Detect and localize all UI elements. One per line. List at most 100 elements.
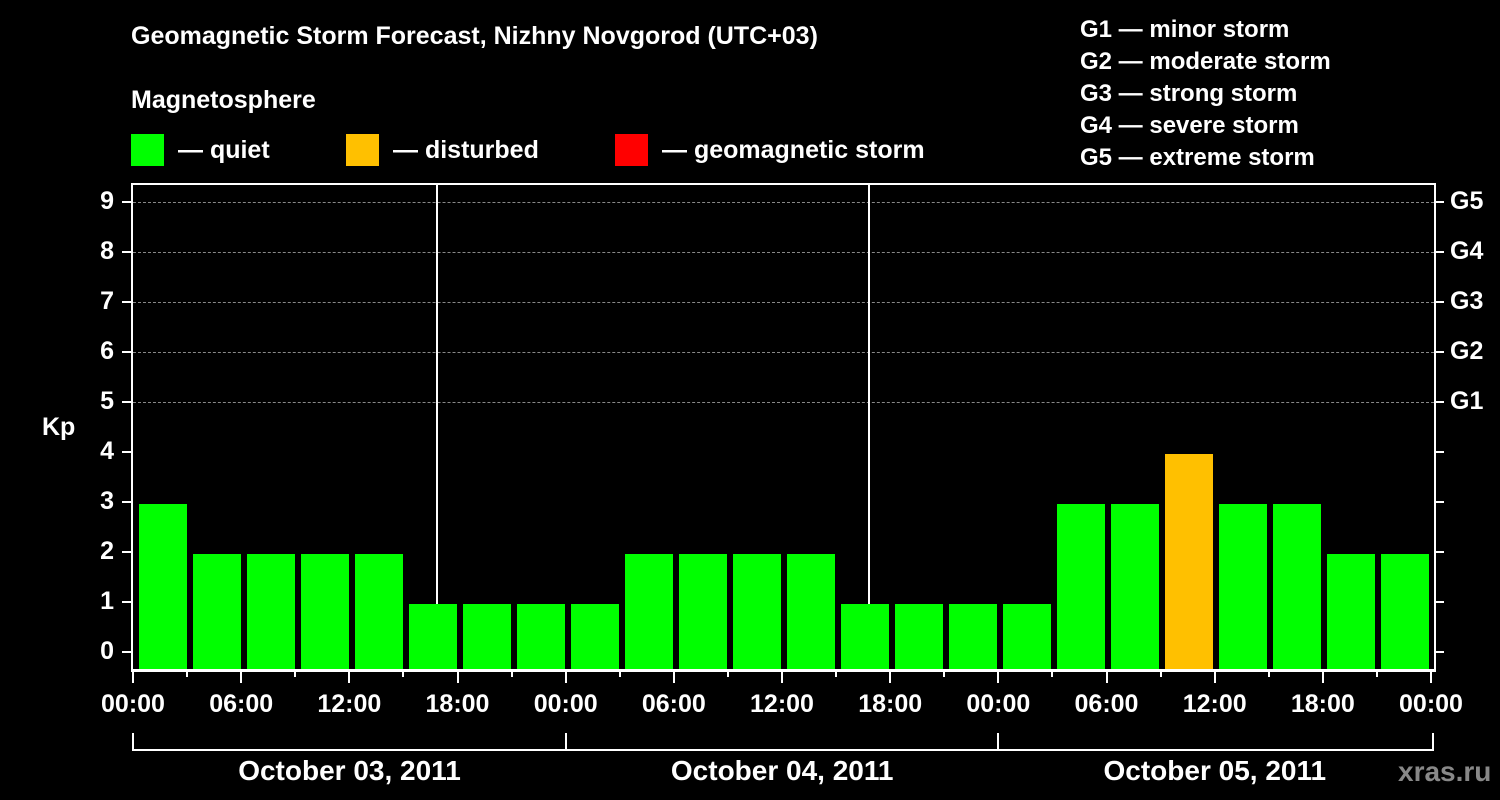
g-legend-g2: G2 — moderate storm <box>1080 48 1331 75</box>
y-tick-label: 6 <box>100 337 114 365</box>
y-tick-right <box>1434 401 1444 403</box>
kp-bar <box>571 604 619 669</box>
kp-bar <box>1219 504 1267 669</box>
y-tick-label: 3 <box>100 487 114 515</box>
y-axis-label: Kp <box>42 413 76 441</box>
date-bracket <box>564 733 1000 751</box>
x-tick-major <box>672 669 675 683</box>
kp-bar <box>679 554 727 669</box>
kp-bar <box>463 604 511 669</box>
x-tick-minor <box>294 669 297 677</box>
x-tick-label: 12:00 <box>750 690 814 718</box>
plot-area <box>131 183 1436 672</box>
x-tick-label: 06:00 <box>1074 690 1139 718</box>
kp-bar <box>625 554 673 669</box>
gridline-kp-6 <box>133 352 1434 353</box>
x-tick-major <box>564 669 567 683</box>
y-tick-label: 8 <box>100 237 114 265</box>
date-bracket <box>997 733 1434 751</box>
x-tick-major <box>781 669 783 683</box>
kp-bar <box>409 604 457 669</box>
y-tick-right <box>1434 501 1444 503</box>
kp-bar <box>1111 504 1159 669</box>
legend-quiet: — quiet <box>131 134 270 166</box>
kp-bar <box>301 554 349 669</box>
date-bracket <box>132 733 567 751</box>
day-divider <box>436 185 438 669</box>
x-tick-minor <box>943 669 946 677</box>
legend-swatch-disturbed <box>346 134 379 166</box>
x-tick-label: 12:00 <box>317 690 382 718</box>
legend-storm: — geomagnetic storm <box>615 134 925 166</box>
kp-bar <box>1165 454 1213 669</box>
x-tick-label: 18:00 <box>858 690 923 718</box>
date-label: October 05, 2011 <box>1103 755 1327 786</box>
x-tick-minor <box>402 669 405 677</box>
x-tick-major <box>1321 669 1324 683</box>
x-tick-minor <box>186 669 189 677</box>
x-tick-minor <box>1051 669 1054 677</box>
legend-label-quiet: — quiet <box>178 135 270 164</box>
x-tick-major <box>240 669 243 683</box>
x-tick-major <box>1430 669 1432 683</box>
x-tick-minor <box>618 669 621 677</box>
kp-bar <box>733 554 781 669</box>
y-tick <box>122 551 132 553</box>
y-tick-right <box>1434 351 1444 353</box>
x-tick-minor <box>1159 669 1162 677</box>
x-tick-major <box>1105 669 1108 683</box>
x-tick-label: 18:00 <box>1290 690 1355 718</box>
kp-bar <box>1273 504 1321 669</box>
y-tick-label: 1 <box>100 587 114 615</box>
x-tick-label: 18:00 <box>425 690 490 718</box>
y-tick <box>122 351 132 353</box>
x-tick-label: 12:00 <box>1182 690 1247 718</box>
gridline-kp-7 <box>133 302 1434 303</box>
kp-bar <box>787 554 835 669</box>
x-tick-minor <box>1375 669 1378 677</box>
gridline-kp-9 <box>133 202 1434 203</box>
legend-swatch-storm <box>615 134 648 166</box>
x-tick-label: 00:00 <box>533 690 598 718</box>
x-tick-major <box>1213 669 1216 683</box>
x-tick-minor <box>510 669 513 677</box>
x-tick-label: 00:00 <box>966 690 1031 718</box>
x-tick-minor <box>1267 669 1270 677</box>
kp-bar <box>355 554 403 669</box>
y-tick-right <box>1434 551 1444 553</box>
y-tick <box>122 651 132 653</box>
g-scale-label: G4 <box>1450 237 1484 265</box>
x-tick-major <box>889 669 892 683</box>
g-scale-label: G5 <box>1450 187 1484 215</box>
y-tick-right <box>1434 251 1444 253</box>
y-tick-label: 4 <box>100 437 114 465</box>
legend-label-storm: — geomagnetic storm <box>662 135 925 164</box>
date-label: October 03, 2011 <box>238 755 461 786</box>
g-legend-g1: G1 — minor storm <box>1080 16 1290 43</box>
x-tick-label: 06:00 <box>209 690 274 718</box>
day-divider <box>868 185 870 669</box>
g-legend-g4: G4 — severe storm <box>1080 112 1299 139</box>
x-tick-major <box>456 669 459 683</box>
y-tick <box>122 201 132 203</box>
kp-bar <box>193 554 241 669</box>
y-tick <box>122 401 132 403</box>
kp-bar <box>247 554 295 669</box>
kp-bar <box>949 604 997 669</box>
g-legend-g5: G5 — extreme storm <box>1080 144 1315 171</box>
kp-bar <box>895 604 943 669</box>
y-tick-label: 9 <box>100 187 114 215</box>
g-scale-label: G2 <box>1450 337 1484 365</box>
x-tick-label: 00:00 <box>101 690 165 718</box>
date-label: October 04, 2011 <box>670 755 894 786</box>
legend-disturbed: — disturbed <box>346 134 539 166</box>
chart-subtitle: Magnetosphere <box>131 86 316 114</box>
legend-swatch-quiet <box>131 134 164 166</box>
y-tick-right <box>1434 601 1444 603</box>
kp-bar <box>841 604 889 669</box>
gridline-kp-8 <box>133 252 1434 253</box>
x-tick-minor <box>835 669 838 677</box>
g-legend-g3: G3 — strong storm <box>1080 80 1298 107</box>
y-tick-right <box>1434 651 1444 653</box>
y-tick-right <box>1434 201 1444 203</box>
